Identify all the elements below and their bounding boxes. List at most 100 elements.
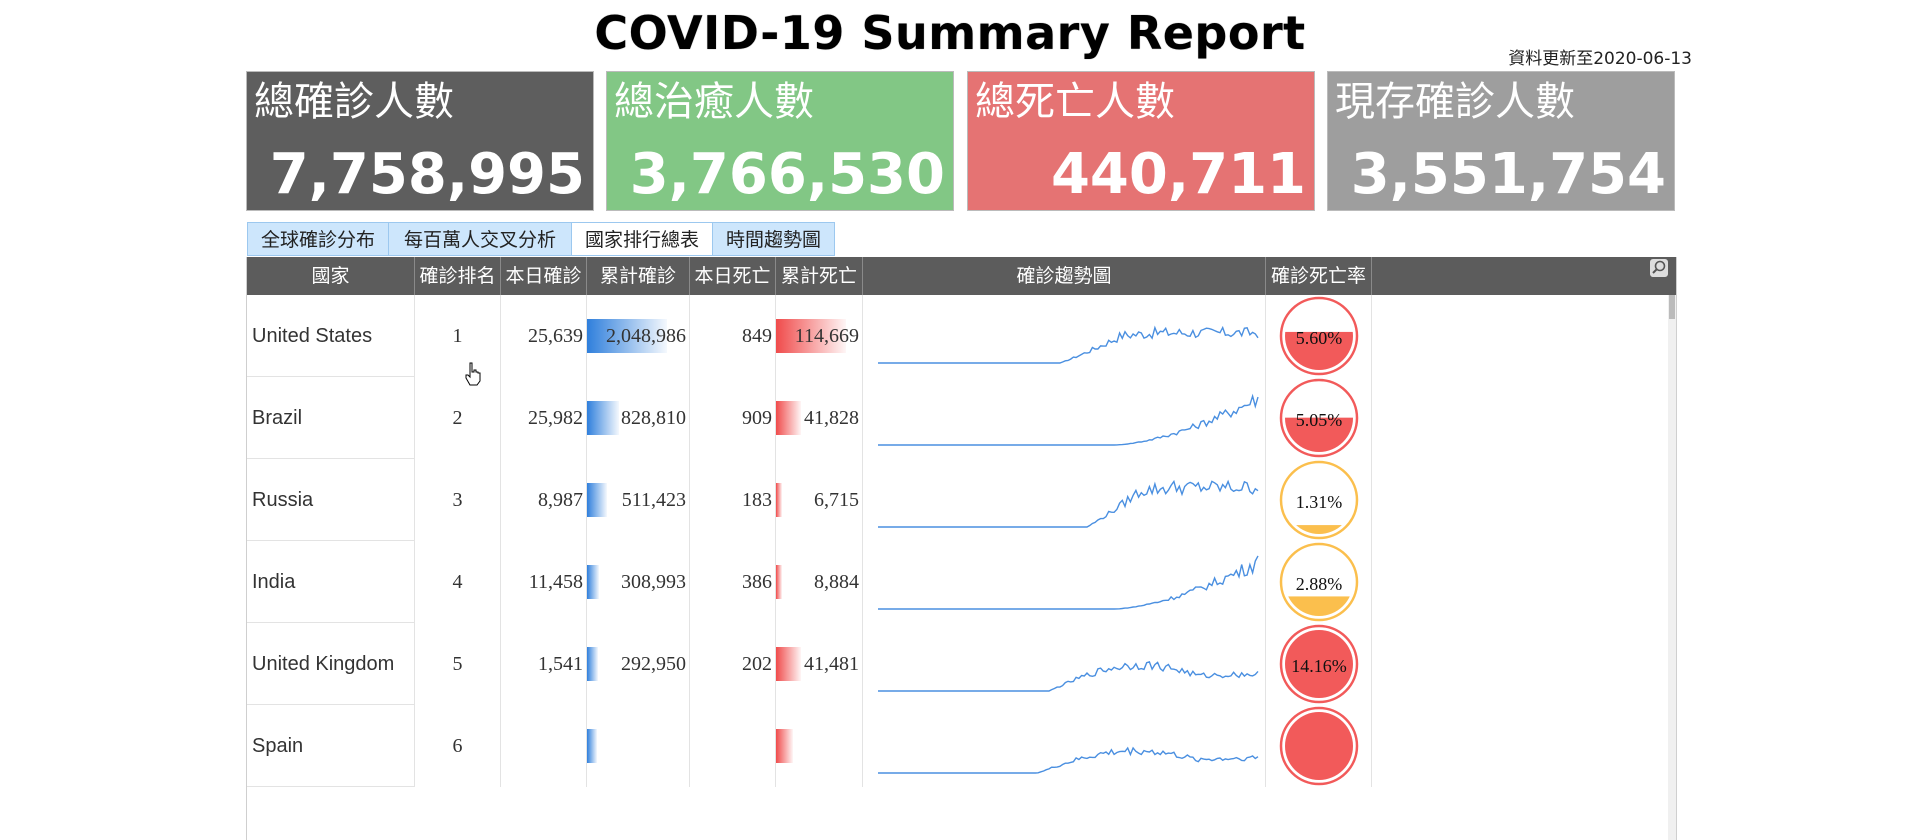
card-value: 3,551,754 (1350, 142, 1666, 207)
death-bar (776, 401, 802, 435)
header-rank[interactable]: 確診排名 (415, 257, 501, 295)
hand-cursor-icon (464, 362, 482, 390)
trend-line (878, 661, 1259, 692)
cell-country: United Kingdom (247, 623, 415, 705)
cell-daily-cases: 25,639 (501, 295, 587, 377)
cell-total-cases: 292,950 (587, 623, 690, 705)
cell-cfr: 14.16% (1266, 623, 1372, 705)
trend-line (878, 325, 1259, 364)
tab-per-million-analysis[interactable]: 每百萬人交叉分析 (388, 222, 572, 256)
header-total-deaths[interactable]: 累計死亡 (776, 257, 863, 295)
death-bar (776, 729, 793, 763)
cell-daily-deaths: 386 (690, 541, 776, 623)
cfr-gauge: 14.16% (1279, 624, 1359, 704)
death-bar (776, 565, 782, 599)
daily-cases-value: 8,987 (538, 489, 583, 511)
update-date: 資料更新至2020-06-13 (1508, 49, 1692, 69)
trend-sparkline (878, 325, 1259, 364)
cell-rank: 5 (415, 623, 501, 705)
total-deaths-value: 41,481 (804, 653, 859, 675)
confirmed-bar (587, 729, 597, 763)
cell-daily-deaths (690, 705, 776, 787)
zoom-icon[interactable] (1650, 259, 1668, 277)
death-bar (776, 647, 802, 681)
card-value: 7,758,995 (269, 142, 585, 207)
rank-value: 3 (452, 489, 463, 511)
scrollbar-thumb[interactable] (1669, 295, 1675, 319)
cfr-gauge: 1.31% (1279, 460, 1359, 540)
cell-rank: 3 (415, 459, 501, 541)
daily-cases-value: 25,639 (528, 325, 583, 347)
cell-country: Spain (247, 705, 415, 787)
header-daily-cases[interactable]: 本日確診 (501, 257, 587, 295)
daily-deaths-value: 386 (742, 571, 772, 593)
cell-total-deaths: 41,481 (776, 623, 863, 705)
daily-deaths-value: 909 (742, 407, 772, 429)
cell-daily-deaths: 183 (690, 459, 776, 541)
death-bar (776, 319, 846, 353)
table-row[interactable]: Brazil 2 25,982 828,810 909 41,828 5.05% (247, 377, 1676, 459)
trend-line (878, 393, 1259, 446)
header-total-cases[interactable]: 累計確診 (587, 257, 690, 295)
cfr-value: 2.88% (1296, 574, 1343, 594)
cell-cfr: 1.31% (1266, 459, 1372, 541)
total-cases-value: 292,950 (621, 653, 686, 675)
cfr-gauge: 5.60% (1279, 296, 1359, 376)
header-trend[interactable]: 確診趨勢圖 (863, 257, 1266, 295)
cell-country: Russia (247, 459, 415, 541)
country-name: Russia (252, 489, 314, 511)
trend-line (878, 746, 1259, 774)
card-value: 440,711 (1050, 142, 1306, 207)
table-row[interactable]: United States 1 25,639 2,048,986 849 114,669 5… (247, 295, 1676, 377)
confirmed-bar (587, 319, 667, 353)
confirmed-bar (587, 401, 619, 435)
tab-country-ranking[interactable]: 國家排行總表 (571, 222, 713, 256)
daily-cases-value: 1,541 (538, 653, 583, 675)
cell-country: India (247, 541, 415, 623)
cell-total-deaths: 6,715 (776, 459, 863, 541)
table-row[interactable]: United Kingdom 5 1,541 292,950 202 41,481 14.1… (247, 623, 1676, 705)
cell-total-cases: 2,048,986 (587, 295, 690, 377)
cell-total-deaths: 8,884 (776, 541, 863, 623)
card-total-deaths: 總死亡人數 440,711 (967, 71, 1315, 211)
cfr-fill (1285, 630, 1353, 698)
cfr-fill (1285, 712, 1353, 780)
table-row[interactable]: India 4 11,458 308,993 386 8,884 2.88% (247, 541, 1676, 623)
cell-rank: 1 (415, 295, 501, 377)
cell-cfr: 5.60% (1266, 295, 1372, 377)
cell-daily-deaths: 909 (690, 377, 776, 459)
table-row[interactable]: Spain 6 (247, 705, 1676, 787)
rank-value: 2 (452, 407, 463, 429)
table-row[interactable]: Russia 3 8,987 511,423 183 6,715 1.31% (247, 459, 1676, 541)
cell-daily-cases (501, 705, 587, 787)
tab-global-distribution[interactable]: 全球確診分布 (247, 222, 389, 256)
cfr-value: 5.05% (1296, 410, 1343, 430)
header-daily-deaths[interactable]: 本日死亡 (690, 257, 776, 295)
cell-trend (863, 541, 1266, 623)
header-country[interactable]: 國家 (247, 257, 415, 295)
cell-daily-deaths: 849 (690, 295, 776, 377)
cell-trend (863, 459, 1266, 541)
cfr-value: 14.16% (1291, 656, 1347, 676)
total-cases-value: 2,048,986 (606, 325, 686, 347)
daily-deaths-value: 202 (742, 653, 772, 675)
cell-trend (863, 623, 1266, 705)
card-value: 3,766,530 (629, 142, 945, 207)
cell-rank: 2 (415, 377, 501, 459)
cell-daily-cases: 8,987 (501, 459, 587, 541)
confirmed-bar (587, 483, 607, 517)
card-total-recovered: 總治癒人數 3,766,530 (606, 71, 954, 211)
card-active-cases: 現存確診人數 3,551,754 (1327, 71, 1675, 211)
header-cfr[interactable]: 確診死亡率 (1266, 257, 1372, 295)
cell-cfr: 5.05% (1266, 377, 1372, 459)
country-ranking-table: 國家 確診排名 本日確診 累計確診 本日死亡 累計死亡 確診趨勢圖 確診死亡率 … (246, 257, 1677, 840)
cell-total-cases (587, 705, 690, 787)
vertical-scrollbar[interactable] (1668, 295, 1676, 840)
confirmed-bar (587, 647, 599, 681)
cell-trend (863, 705, 1266, 787)
tab-time-trend[interactable]: 時間趨勢圖 (712, 222, 835, 256)
summary-cards: 總確診人數 7,758,995 總治癒人數 3,766,530 總死亡人數 44… (246, 71, 1675, 211)
total-deaths-value: 114,669 (794, 325, 859, 347)
total-deaths-value: 8,884 (814, 571, 859, 593)
country-name: United Kingdom (252, 653, 395, 675)
